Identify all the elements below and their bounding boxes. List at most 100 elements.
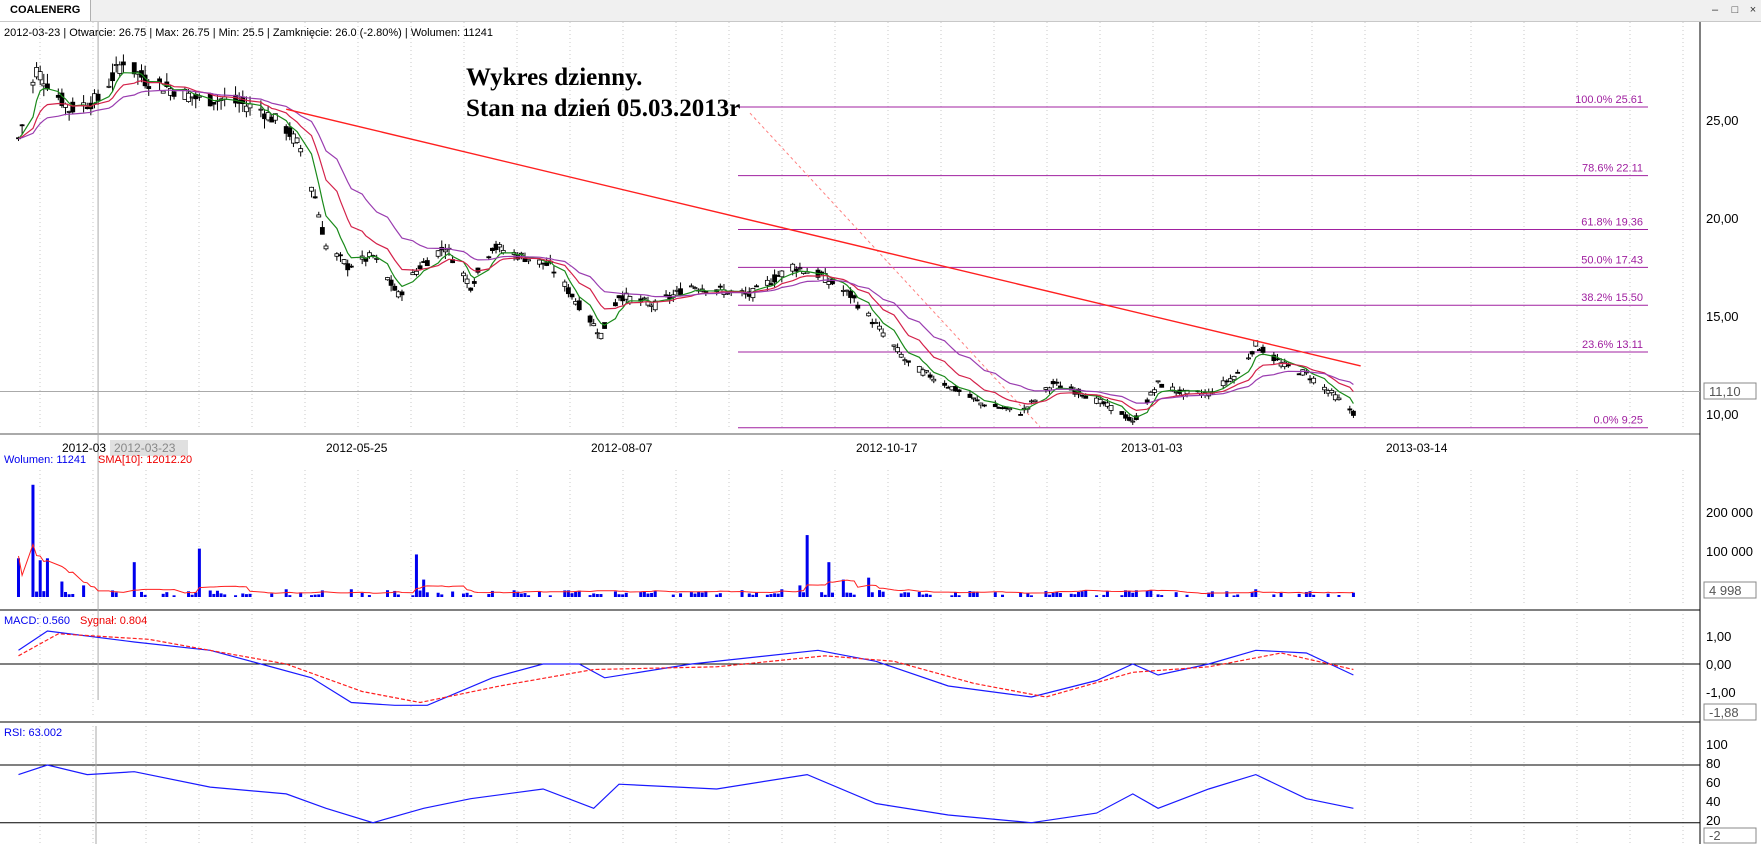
volume-bar bbox=[425, 592, 429, 597]
volume-bar bbox=[320, 590, 324, 597]
candle-body bbox=[1249, 351, 1255, 355]
volume-bar bbox=[588, 595, 592, 597]
candle-body bbox=[851, 295, 857, 299]
candle-body bbox=[19, 124, 25, 127]
candle-body bbox=[341, 259, 347, 265]
volume-bar bbox=[773, 593, 777, 597]
volume-bar bbox=[1029, 595, 1033, 597]
volume-bar bbox=[1120, 595, 1124, 597]
candle-body bbox=[1336, 397, 1342, 401]
candle-body bbox=[117, 64, 123, 74]
candle-body bbox=[1083, 395, 1089, 399]
tab-coalenerg[interactable]: COALENERG bbox=[0, 0, 92, 21]
annotation-line-2: Stan na dzień 05.03.2013r bbox=[466, 95, 740, 122]
candle-body bbox=[435, 250, 441, 257]
volume-bar bbox=[1019, 592, 1023, 597]
volume-bar bbox=[1105, 591, 1109, 597]
candle-body bbox=[526, 259, 531, 262]
candle-body bbox=[160, 90, 166, 94]
candle-body bbox=[613, 302, 618, 307]
volume-bar bbox=[208, 590, 212, 597]
macd-tick: 0,00 bbox=[1706, 657, 1731, 672]
volume-bar bbox=[35, 591, 39, 597]
volume-bar bbox=[650, 593, 654, 597]
candle-body bbox=[1105, 402, 1110, 407]
current-volume-label: 4 998 bbox=[1709, 583, 1742, 598]
volume-bar bbox=[693, 593, 697, 597]
volume-bar bbox=[1250, 591, 1254, 597]
candle-body bbox=[323, 245, 329, 250]
volume-bar bbox=[1185, 594, 1189, 597]
volume-bar bbox=[1127, 591, 1131, 597]
candle-body bbox=[562, 281, 568, 287]
candle-body bbox=[424, 260, 430, 267]
candle-body bbox=[906, 360, 911, 363]
candle-body bbox=[891, 344, 897, 347]
candle-body bbox=[385, 277, 390, 281]
minimize-icon[interactable]: – bbox=[1711, 4, 1719, 16]
candle-body bbox=[772, 274, 778, 283]
candle-body bbox=[790, 263, 796, 272]
candle-body bbox=[471, 281, 477, 284]
annotation-line-1: Wykres dzienny. bbox=[466, 64, 642, 91]
volume-bar bbox=[769, 594, 773, 597]
grid bbox=[0, 22, 1700, 844]
volume-bar bbox=[704, 591, 708, 597]
volume-bar bbox=[367, 595, 371, 597]
volume-bar bbox=[820, 592, 824, 597]
fibo-label: 0.0% 9.25 bbox=[1593, 415, 1643, 427]
current-price-box bbox=[1703, 382, 1757, 400]
volume-bar bbox=[906, 592, 910, 597]
volume-bar bbox=[613, 591, 617, 597]
candle-body bbox=[298, 148, 304, 153]
volume-bar bbox=[780, 589, 784, 597]
candle-body bbox=[880, 332, 886, 337]
volume-bar bbox=[671, 594, 675, 597]
volume-bar bbox=[1048, 594, 1052, 597]
volume-bar bbox=[830, 592, 834, 597]
volume-bar bbox=[1279, 592, 1283, 597]
candle-body bbox=[920, 369, 926, 376]
volume-bar bbox=[67, 594, 71, 597]
candle-body bbox=[1119, 411, 1125, 415]
macd-line bbox=[18, 630, 1354, 706]
volume-bar bbox=[422, 579, 426, 597]
volume-sma-legend: SMA[10]: 12012.20 bbox=[98, 454, 192, 466]
candle-body bbox=[1271, 354, 1277, 362]
candle-body bbox=[1032, 399, 1038, 403]
volume-bar bbox=[219, 593, 223, 597]
volume-bar bbox=[1236, 594, 1240, 597]
candle-body bbox=[110, 72, 115, 82]
volume-bar bbox=[38, 560, 42, 597]
price-tick: 20,00 bbox=[1706, 211, 1739, 226]
candle-body bbox=[1322, 386, 1327, 391]
candle-body bbox=[978, 402, 984, 406]
candle-body bbox=[316, 214, 322, 218]
candle-body bbox=[982, 404, 987, 407]
close-icon[interactable]: × bbox=[1749, 4, 1757, 16]
volume-bar bbox=[700, 592, 704, 597]
volume-bar bbox=[451, 591, 455, 597]
rsi-tick: 40 bbox=[1706, 794, 1720, 809]
candle-body bbox=[956, 389, 962, 392]
rsi-tick: 80 bbox=[1706, 756, 1720, 771]
volume-bar bbox=[299, 592, 303, 597]
volume-bar bbox=[1308, 591, 1312, 597]
candle-body bbox=[171, 91, 177, 97]
candle-body bbox=[692, 287, 698, 290]
candle-body bbox=[486, 256, 492, 259]
volume-bar bbox=[697, 591, 701, 597]
volume-bar bbox=[270, 593, 274, 597]
candle-body bbox=[848, 290, 853, 298]
price-tick: 10,00 bbox=[1706, 407, 1739, 422]
candle-body bbox=[764, 279, 770, 286]
candle-body bbox=[992, 403, 998, 408]
volume-bar bbox=[215, 590, 219, 597]
volume-bar bbox=[925, 593, 929, 597]
candle-body bbox=[414, 270, 419, 275]
maximize-icon[interactable]: □ bbox=[1731, 4, 1739, 16]
date-tick: 2012-10-17 bbox=[856, 441, 918, 455]
volume-bar bbox=[1055, 592, 1059, 597]
volume-bar bbox=[487, 594, 491, 597]
